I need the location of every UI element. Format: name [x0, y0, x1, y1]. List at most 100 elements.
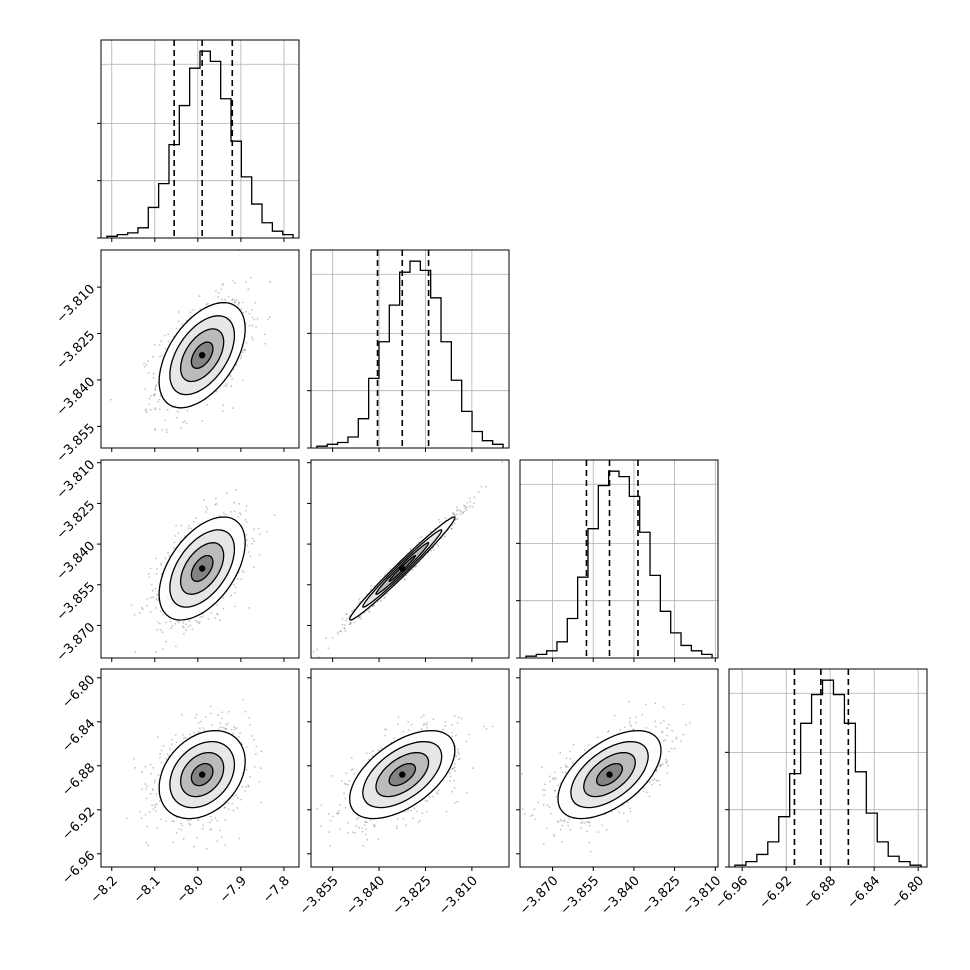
scatter-point	[177, 532, 180, 535]
scatter-point	[183, 633, 185, 635]
scatter-point	[195, 619, 197, 622]
scatter-point	[190, 818, 192, 821]
scatter-point	[169, 620, 172, 623]
scatter-point	[173, 820, 175, 823]
scatter-point	[409, 547, 412, 550]
scatter-point	[225, 727, 228, 730]
scatter-point	[389, 568, 391, 571]
scatter-point	[154, 389, 157, 392]
scatter-point	[359, 615, 362, 617]
scatter-point	[153, 393, 156, 395]
scatter-point	[555, 795, 558, 798]
scatter-point	[260, 801, 262, 804]
scatter-point	[157, 401, 160, 403]
scatter-point	[203, 499, 206, 501]
scatter-point	[216, 604, 219, 606]
scatter-point	[456, 800, 459, 803]
contour-line-0	[158, 301, 246, 409]
scatter-point	[233, 301, 236, 304]
scatter-point	[345, 613, 348, 616]
scatter-point	[150, 772, 153, 775]
scatter-point	[251, 735, 253, 737]
scatter-point	[197, 730, 200, 733]
scatter-point	[242, 379, 244, 382]
scatter-point	[191, 628, 194, 631]
scatter-point	[252, 537, 254, 540]
scatter-point	[468, 733, 470, 736]
scatter-point	[339, 803, 341, 806]
scatter-point	[198, 817, 201, 820]
scatter-point	[227, 295, 230, 298]
contour-line-2	[180, 751, 225, 798]
scatter-point	[451, 735, 453, 738]
scatter-point	[337, 633, 339, 636]
scatter-point	[454, 770, 456, 772]
scatter-point	[238, 837, 241, 840]
scatter-point	[144, 409, 147, 412]
scatter-point	[244, 789, 246, 792]
scatter-point	[435, 791, 438, 794]
scatter-point	[469, 505, 471, 508]
scatter-point	[216, 613, 219, 616]
scatter-point	[337, 812, 340, 814]
scatter-point	[200, 720, 203, 723]
scatter-point	[155, 650, 158, 653]
scatter-point	[177, 320, 180, 323]
scatter-point	[154, 804, 157, 806]
scatter-point	[465, 792, 468, 794]
scatter-point	[145, 411, 148, 414]
scatter-point	[410, 809, 412, 812]
scatter-point	[129, 661, 131, 663]
scatter-point	[206, 403, 209, 406]
scatter-point	[242, 311, 245, 314]
scatter-point	[240, 798, 243, 801]
scatter-point	[199, 616, 202, 618]
scatter-point	[161, 429, 164, 431]
scatter-point	[302, 848, 304, 850]
scatter-point	[178, 828, 180, 830]
scatter-point	[659, 783, 662, 786]
scatter-point	[458, 757, 461, 760]
scatter-point	[161, 648, 164, 651]
scatter-point	[233, 583, 235, 586]
scatter-point	[241, 301, 244, 304]
scatter-point	[165, 820, 167, 823]
scatter-point	[159, 629, 162, 631]
scatter-point	[182, 621, 185, 624]
scatter-point	[149, 408, 152, 411]
scatter-point	[670, 747, 673, 750]
scatter-point	[177, 411, 179, 413]
scatter-point	[459, 509, 461, 512]
scatter-point	[231, 299, 234, 302]
scatter-point	[253, 318, 256, 321]
scatter-point	[181, 713, 183, 716]
scatter-point	[147, 360, 149, 363]
scatter-point	[157, 736, 159, 738]
scatter-point	[411, 569, 414, 571]
scatter-point	[348, 623, 351, 626]
scatter-point	[243, 348, 246, 351]
scatter-point	[205, 303, 208, 306]
panel-frame	[310, 249, 510, 449]
scatter-point	[201, 616, 204, 618]
scatter-point	[181, 733, 184, 736]
pair-panel-2-3	[516, 668, 719, 871]
scatter-point	[164, 557, 167, 559]
scatter-point	[156, 568, 158, 570]
pair-panel-0-2	[97, 459, 300, 663]
scatter-point	[240, 308, 243, 310]
scatter-point	[205, 716, 207, 718]
scatter-point	[412, 817, 414, 820]
panel-frame	[100, 249, 300, 449]
scatter-point	[152, 766, 155, 769]
scatter-point	[369, 819, 372, 821]
scatter-point	[208, 821, 211, 823]
scatter-point	[153, 394, 156, 397]
scatter-point	[644, 703, 647, 706]
scatter-point	[366, 821, 368, 824]
scatter-point	[138, 810, 141, 813]
scatter-point	[163, 334, 166, 337]
scatter-point	[463, 504, 465, 507]
scatter-point	[407, 721, 410, 723]
scatter-point	[209, 828, 212, 831]
